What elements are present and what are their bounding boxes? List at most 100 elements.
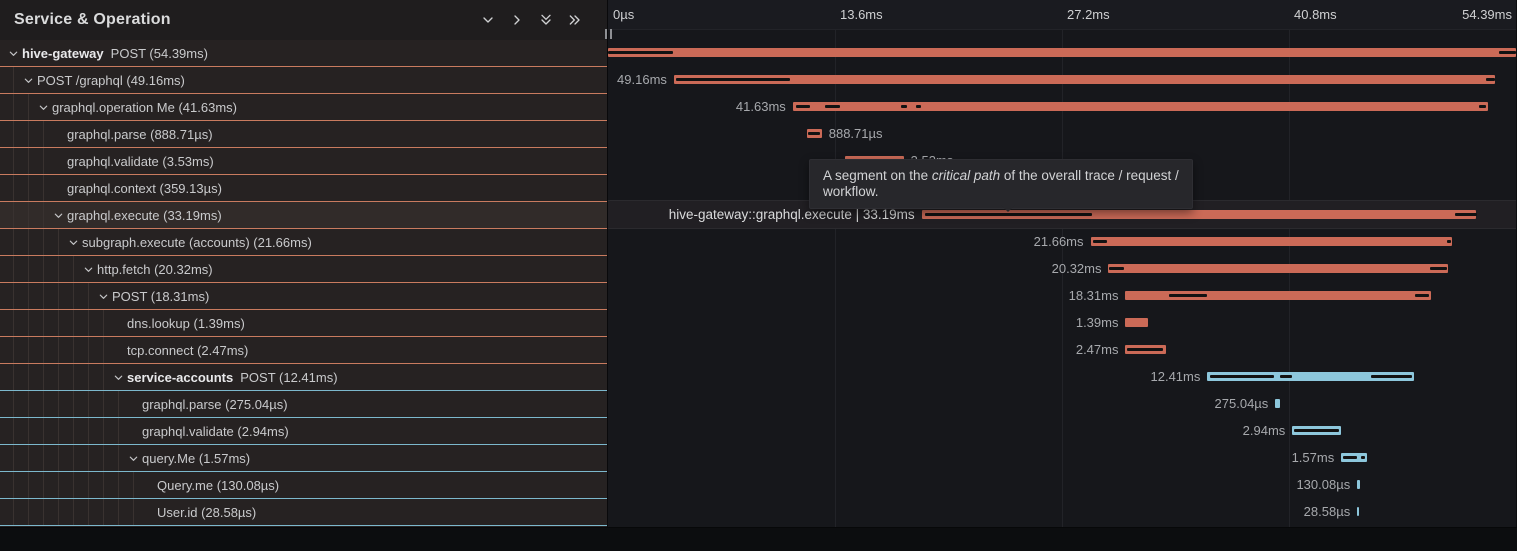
span-bar-row[interactable]: 130.08µs: [608, 471, 1516, 498]
span-operation-label: graphql.execute (33.19ms): [67, 207, 222, 223]
span-bar[interactable]: [1357, 480, 1361, 489]
span-tree-row[interactable]: query.Me (1.57ms): [0, 445, 607, 472]
span-bar[interactable]: [1125, 318, 1149, 327]
span-bar-row[interactable]: 2.94ms: [608, 417, 1516, 444]
span-bar[interactable]: [673, 75, 1495, 84]
span-tree-row[interactable]: tcp.connect (2.47ms): [0, 337, 607, 364]
span-tree-row[interactable]: graphql.execute (33.19ms): [0, 202, 607, 229]
span-bar-row[interactable]: 49.16ms: [608, 66, 1516, 93]
span-tree-row[interactable]: graphql.context (359.13µs): [0, 175, 607, 202]
critical-path-segment: [1371, 375, 1413, 378]
span-bar-row[interactable]: 275.04µs: [608, 390, 1516, 417]
span-bar-row[interactable]: 888.71µs: [608, 120, 1516, 147]
critical-path-segment: [1210, 375, 1275, 378]
span-bar-row[interactable]: 12.41ms: [608, 363, 1516, 390]
indent-guide: [133, 472, 134, 498]
expand-chevron-icon[interactable]: [83, 264, 94, 275]
span-bar-row[interactable]: 18.31ms: [608, 282, 1516, 309]
span-operation-label: POST (12.41ms): [240, 369, 338, 385]
indent-guide: [73, 310, 74, 336]
indent-guide: [28, 202, 29, 228]
indent-guide: [13, 283, 14, 309]
indent-guide: [88, 364, 89, 390]
critical-path-segment: [915, 105, 921, 108]
span-tree-row[interactable]: graphql.operation Me (41.63ms): [0, 94, 607, 121]
indent-guide: [73, 337, 74, 363]
span-operation-label: graphql.parse (888.71µs): [67, 126, 213, 142]
span-tree-row[interactable]: dns.lookup (1.39ms): [0, 310, 607, 337]
span-operation-label: subgraph.execute (accounts) (21.66ms): [82, 234, 312, 250]
span-tree-row[interactable]: service-accounts POST (12.41ms): [0, 364, 607, 391]
expand-chevron-icon[interactable]: [23, 75, 34, 86]
span-tree-row[interactable]: Query.me (130.08µs): [0, 472, 607, 499]
indent-guide: [88, 337, 89, 363]
span-bar-row[interactable]: 1.57ms: [608, 444, 1516, 471]
indent-guide: [73, 256, 74, 282]
critical-path-segment: [1092, 240, 1108, 243]
indent-guide: [58, 283, 59, 309]
collapse-one-button[interactable]: [476, 8, 500, 32]
span-operation-label: graphql.context (359.13µs): [67, 180, 222, 196]
span-tree-rows: hive-gateway POST (54.39ms) POST /graphq…: [0, 40, 607, 526]
indent-guide: [118, 391, 119, 417]
indent-guide: [88, 418, 89, 444]
span-tree-row[interactable]: hive-gateway POST (54.39ms): [0, 40, 607, 67]
span-bar[interactable]: [608, 48, 1516, 57]
span-tree-row[interactable]: subgraph.execute (accounts) (21.66ms): [0, 229, 607, 256]
span-duration-label: 2.47ms: [1075, 342, 1119, 357]
expand-chevron-icon[interactable]: [113, 372, 124, 383]
span-tree-row[interactable]: POST /graphql (49.16ms): [0, 67, 607, 94]
indent-guide: [73, 472, 74, 498]
span-bar-row[interactable]: 41.63ms: [608, 93, 1516, 120]
indent-guide: [28, 499, 29, 525]
span-bar[interactable]: [1275, 399, 1281, 408]
indent-guide: [13, 391, 14, 417]
span-bar[interactable]: [1207, 372, 1415, 381]
expand-one-button[interactable]: [505, 8, 529, 32]
expand-chevron-icon[interactable]: [53, 210, 64, 221]
span-duration-label: 2.94ms: [1242, 423, 1286, 438]
panel-resize-handle[interactable]: [605, 29, 612, 39]
span-tree-row[interactable]: graphql.parse (275.04µs): [0, 391, 607, 418]
span-bar-row[interactable]: 21.66ms: [608, 228, 1516, 255]
span-bar[interactable]: [1125, 291, 1432, 300]
span-bar[interactable]: [1357, 507, 1360, 516]
indent-guide: [103, 391, 104, 417]
span-bar[interactable]: [792, 102, 1489, 111]
span-tree-row[interactable]: POST (18.31ms): [0, 283, 607, 310]
span-bar-row[interactable]: 1.39ms: [608, 309, 1516, 336]
span-duration-label: 28.58µs: [1303, 504, 1351, 519]
indent-guide: [88, 472, 89, 498]
expand-all-button[interactable]: [563, 8, 587, 32]
expand-chevron-icon[interactable]: [68, 237, 79, 248]
chevron-down-icon: [483, 17, 493, 23]
span-bar-row[interactable]: 28.58µs: [608, 498, 1516, 525]
span-bar-row[interactable]: [608, 39, 1516, 66]
indent-guide: [28, 418, 29, 444]
span-tree-row[interactable]: graphql.parse (888.71µs): [0, 121, 607, 148]
critical-path-segment: [1498, 51, 1516, 54]
span-tree-row[interactable]: http.fetch (20.32ms): [0, 256, 607, 283]
indent-guide: [28, 94, 29, 120]
expand-chevron-icon[interactable]: [38, 102, 49, 113]
indent-guide: [13, 148, 14, 174]
indent-guide: [28, 364, 29, 390]
critical-path-segment: [824, 105, 840, 108]
span-bar-row[interactable]: 20.32ms: [608, 255, 1516, 282]
span-tree-row[interactable]: graphql.validate (2.94ms): [0, 418, 607, 445]
indent-guide: [28, 121, 29, 147]
expand-chevron-icon[interactable]: [8, 48, 19, 59]
collapse-all-button[interactable]: [534, 8, 558, 32]
span-tree-row[interactable]: User.id (28.58µs): [0, 499, 607, 526]
indent-guide: [28, 310, 29, 336]
span-bar[interactable]: [1108, 264, 1449, 273]
span-operation-label: graphql.operation Me (41.63ms): [52, 99, 237, 115]
expand-chevron-icon[interactable]: [98, 291, 109, 302]
timeline-ruler: 0µs 13.6ms 27.2ms 40.8ms 54.39ms: [608, 0, 1516, 30]
span-tree-row[interactable]: graphql.validate (3.53ms): [0, 148, 607, 175]
span-bar-row[interactable]: 2.47ms: [608, 336, 1516, 363]
expand-chevron-icon[interactable]: [128, 453, 139, 464]
span-bar[interactable]: [1090, 237, 1453, 246]
span-bar[interactable]: [921, 210, 1477, 219]
span-duration-label: 1.57ms: [1291, 450, 1335, 465]
